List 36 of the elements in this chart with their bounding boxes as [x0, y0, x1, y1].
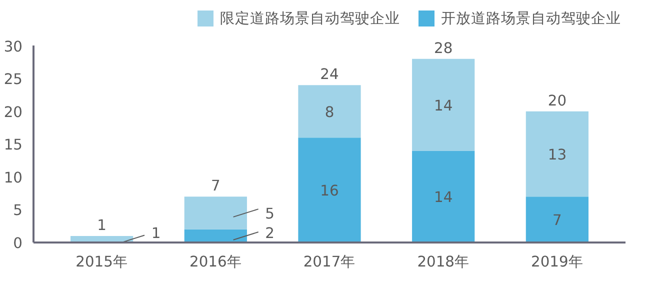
total-label: 20: [548, 92, 567, 110]
bar: [184, 229, 247, 242]
data-label: 5: [265, 205, 275, 222]
bar: [526, 196, 588, 242]
legend-label: 限定道路场景自动驾驶企业: [220, 8, 400, 28]
total-label: 7: [210, 178, 220, 195]
bar: [298, 138, 361, 242]
data-label: 13: [548, 146, 567, 164]
bar: [412, 150, 475, 242]
total-label: 24: [320, 66, 339, 84]
total-label: 1: [97, 216, 106, 234]
total-label: 28: [434, 40, 453, 57]
data-label: 1: [151, 225, 161, 242]
y-tick-label: 30: [4, 38, 23, 56]
x-tick-label: 2018年: [417, 254, 470, 270]
data-label: 2: [265, 225, 275, 242]
bar: [412, 58, 475, 151]
bar: [526, 111, 588, 197]
y-tick-label: 0: [13, 235, 23, 252]
bar: [298, 85, 361, 138]
legend-label: 开放道路场景自动驾驶企业: [441, 8, 621, 28]
data-label: 14: [434, 189, 453, 206]
data-label: 7: [552, 212, 562, 230]
x-tick-label: 2019年: [531, 254, 584, 270]
y-tick-label: 5: [13, 202, 23, 220]
x-tick-label: 2015年: [76, 254, 128, 270]
data-label: 14: [434, 97, 453, 114]
data-label: 8: [324, 104, 334, 121]
x-tick-label: 2017年: [303, 254, 356, 270]
y-tick-label: 15: [4, 136, 23, 154]
x-tick-label: 2016年: [190, 254, 242, 270]
y-tick-label: 25: [4, 71, 23, 88]
y-tick-label: 10: [4, 169, 23, 186]
bar: [184, 196, 247, 230]
y-tick-label: 20: [4, 104, 23, 121]
data-label: 16: [320, 182, 339, 200]
